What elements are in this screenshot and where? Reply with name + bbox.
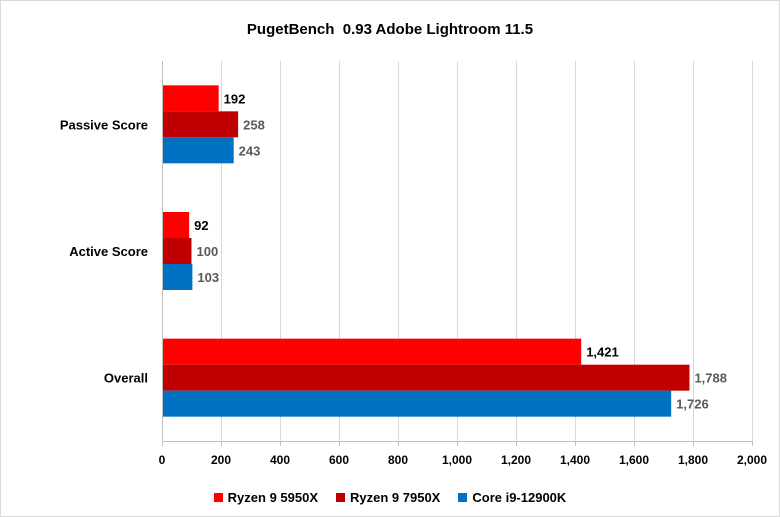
y-tick-label: Passive Score [60, 117, 148, 132]
bar [163, 390, 672, 417]
x-tick-label: 200 [211, 453, 231, 467]
x-tick-label: 1,400 [560, 453, 590, 467]
x-tick-label: 600 [329, 453, 349, 467]
legend-label: Ryzen 9 7950X [350, 490, 441, 505]
legend-item: Core i9-12900K [458, 490, 566, 505]
data-label: 1,726 [676, 397, 709, 412]
legend-item: Ryzen 9 7950X [336, 490, 440, 505]
y-tick-label: Active Score [69, 244, 148, 259]
chart-legend: Ryzen 9 5950X Ryzen 9 7950X Core i9-12900K [1, 490, 779, 505]
x-tick-label: 1,000 [442, 453, 472, 467]
x-tick-label: 800 [388, 453, 408, 467]
x-tick-label: 400 [270, 453, 290, 467]
data-label: 192 [224, 91, 246, 106]
chart-title: PugetBench 0.93 Adobe Lightroom 11.5 [246, 21, 534, 38]
legend-swatch [458, 493, 468, 502]
data-label: 100 [197, 244, 219, 259]
legend-label: Ryzen 9 5950X [227, 490, 319, 505]
x-tick-label: 2,000 [737, 453, 767, 467]
x-tick-label: 1,800 [678, 453, 708, 467]
data-label: 243 [239, 143, 261, 158]
data-label: 92 [194, 218, 208, 233]
x-tick-label: 1,200 [501, 453, 531, 467]
bar [163, 111, 239, 138]
bar [163, 338, 582, 365]
legend-item: Ryzen 9 5950X [213, 490, 319, 505]
bar [163, 137, 234, 164]
bar [163, 238, 192, 264]
bar [163, 364, 690, 391]
y-tick-label: Overall [104, 371, 148, 386]
data-label: 1,788 [694, 371, 727, 386]
data-label: 258 [243, 117, 265, 132]
bar [163, 85, 219, 112]
bar [163, 212, 190, 238]
x-tick-label: 1,600 [619, 453, 649, 467]
x-tick-label: 0 [159, 453, 166, 467]
legend-swatch [336, 493, 346, 502]
legend-swatch [213, 493, 223, 502]
data-label: 103 [197, 270, 219, 285]
chart-plot: 192 258 243 Passive Score 92 100 103 Active Sco… [60, 61, 767, 467]
bar [163, 264, 193, 290]
legend-label: Core i9-12900K [472, 490, 567, 505]
data-label: 1,421 [586, 345, 619, 360]
